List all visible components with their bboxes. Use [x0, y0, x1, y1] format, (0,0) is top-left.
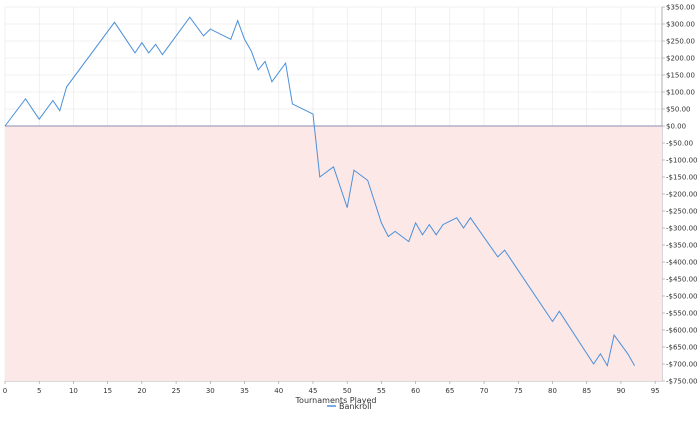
x-tick-label: 45	[309, 387, 318, 395]
x-tick-label: 15	[103, 387, 112, 395]
x-tick-label: 0	[3, 387, 7, 395]
x-axis-title: Tournaments Played	[295, 396, 377, 405]
legend[interactable]: Bankroll	[327, 402, 372, 411]
x-tick-label: 30	[206, 387, 215, 395]
legend-label-bankroll: Bankroll	[339, 402, 372, 411]
y-tick-label: $200.00	[666, 55, 695, 63]
series-line-bankroll	[4, 16, 636, 368]
x-tick-label: 25	[172, 387, 181, 395]
x-tick-label: 65	[445, 387, 454, 395]
y-tick-label: $50.00	[666, 106, 691, 114]
negative-region	[5, 126, 662, 381]
x-tick-label: 85	[582, 387, 591, 395]
y-tick-label: -$250.00	[666, 208, 697, 216]
y-tick-label: -$500.00	[666, 293, 697, 301]
y-tick-label: -$100.00	[666, 157, 697, 165]
x-tick-label: 95	[651, 387, 660, 395]
y-tick-label: $250.00	[666, 38, 695, 46]
y-tick-label: $350.00	[666, 4, 695, 12]
x-tick-label: 75	[514, 387, 523, 395]
y-tick-label: -$350.00	[666, 242, 697, 250]
y-tick-label: -$550.00	[666, 310, 697, 318]
x-tick-label: 90	[616, 387, 625, 395]
x-tick-label: 60	[411, 387, 420, 395]
y-tick-label: -$600.00	[666, 327, 697, 335]
x-tick-label: 80	[548, 387, 557, 395]
y-tick-label: -$200.00	[666, 191, 697, 199]
y-tick-label: $150.00	[666, 72, 695, 80]
x-tick-label: 70	[480, 387, 489, 395]
y-tick-label: $100.00	[666, 89, 695, 97]
x-axis-ticks: 0 5 10 15 20 25 30 35 40 45 50 55 60 65 70 75 80 85 90 95	[3, 381, 660, 395]
y-axis-ticks: $350.00 $300.00 $250.00 $200.00 $150.00 $100.…	[662, 4, 697, 386]
x-tick-label: 5	[37, 387, 41, 395]
y-tick-label: -$50.00	[666, 140, 693, 148]
x-tick-label: 10	[69, 387, 78, 395]
x-tick-label: 35	[240, 387, 249, 395]
x-tick-label: 40	[274, 387, 283, 395]
y-tick-label: -$650.00	[666, 344, 697, 352]
y-tick-label: -$750.00	[666, 378, 697, 386]
y-tick-label: $300.00	[666, 21, 695, 29]
y-tick-label: -$400.00	[666, 259, 697, 267]
y-tick-label: -$450.00	[666, 276, 697, 284]
y-tick-label: -$150.00	[666, 174, 697, 182]
x-tick-label: 20	[137, 387, 146, 395]
y-tick-label: $0.00	[666, 123, 686, 131]
y-tick-label: -$700.00	[666, 361, 697, 369]
x-tick-label: 50	[343, 387, 352, 395]
x-tick-label: 55	[377, 387, 386, 395]
y-tick-label: -$300.00	[666, 225, 697, 233]
